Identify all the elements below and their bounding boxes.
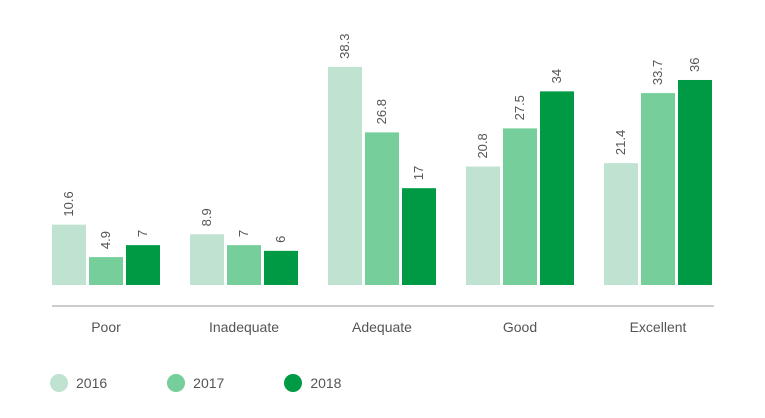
legend-label-2017: 2017 — [193, 375, 225, 391]
data-label-poor-2018: 7 — [135, 230, 150, 237]
bar-excellent-2017 — [641, 93, 675, 286]
bar-excellent-2016 — [604, 163, 638, 285]
bar-good-2016 — [466, 166, 500, 285]
data-label-good-2017: 27.5 — [512, 95, 527, 120]
x-tick-label-good: Good — [503, 319, 537, 335]
legend-swatch-2018 — [284, 374, 303, 392]
data-label-adequate-2018: 17 — [411, 166, 426, 180]
legend-label-2018: 2018 — [310, 375, 342, 391]
legend-item-2017: 2017 — [167, 374, 224, 392]
data-label-excellent-2017: 33.7 — [650, 60, 665, 85]
bar-poor-2017 — [89, 257, 123, 285]
legend-swatch-2017 — [167, 374, 186, 392]
bar-adequate-2016 — [328, 66, 362, 285]
bar-inadequate-2016 — [190, 234, 224, 285]
legend-item-2016: 2016 — [50, 374, 107, 392]
legend-item-2018: 2018 — [284, 374, 341, 392]
data-label-adequate-2017: 26.8 — [374, 99, 389, 124]
x-tick-label-adequate: Adequate — [352, 319, 412, 335]
data-label-good-2016: 20.8 — [475, 133, 490, 158]
labels-layer: 10.6 4.9 7 8.9 7 6 38.3 26.8 17 20.8 27.5 34 21.4 33.… — [61, 34, 702, 250]
bar-adequate-2018 — [402, 188, 436, 285]
bar-adequate-2017 — [365, 132, 399, 285]
bar-poor-2018 — [126, 245, 160, 285]
data-label-inadequate-2017: 7 — [236, 230, 251, 237]
data-label-excellent-2016: 21.4 — [613, 130, 628, 155]
legend: 2016 2017 2018 — [50, 374, 401, 392]
data-label-poor-2016: 10.6 — [61, 191, 76, 216]
x-tick-label-inadequate: Inadequate — [209, 319, 279, 335]
x-tick-label-excellent: Excellent — [630, 319, 687, 335]
x-tick-labels: Poor Inadequate Adequate Good Excellent — [91, 319, 686, 335]
x-tick-label-poor: Poor — [91, 319, 121, 335]
bars-layer — [52, 66, 712, 286]
bar-inadequate-2017 — [227, 245, 261, 285]
data-label-poor-2017: 4.9 — [98, 231, 113, 249]
bar-inadequate-2018 — [264, 250, 298, 285]
data-label-good-2018: 34 — [549, 69, 564, 83]
data-label-inadequate-2016: 8.9 — [199, 208, 214, 226]
bar-poor-2016 — [52, 224, 86, 285]
legend-swatch-2016 — [50, 374, 68, 392]
legend-label-2016: 2016 — [76, 375, 108, 391]
bar-excellent-2018 — [678, 79, 712, 285]
data-label-adequate-2016: 38.3 — [337, 34, 352, 59]
bar-good-2018 — [540, 91, 574, 286]
bar-good-2017 — [503, 128, 537, 285]
data-label-inadequate-2018: 6 — [273, 236, 288, 243]
data-label-excellent-2018: 36 — [687, 58, 702, 72]
